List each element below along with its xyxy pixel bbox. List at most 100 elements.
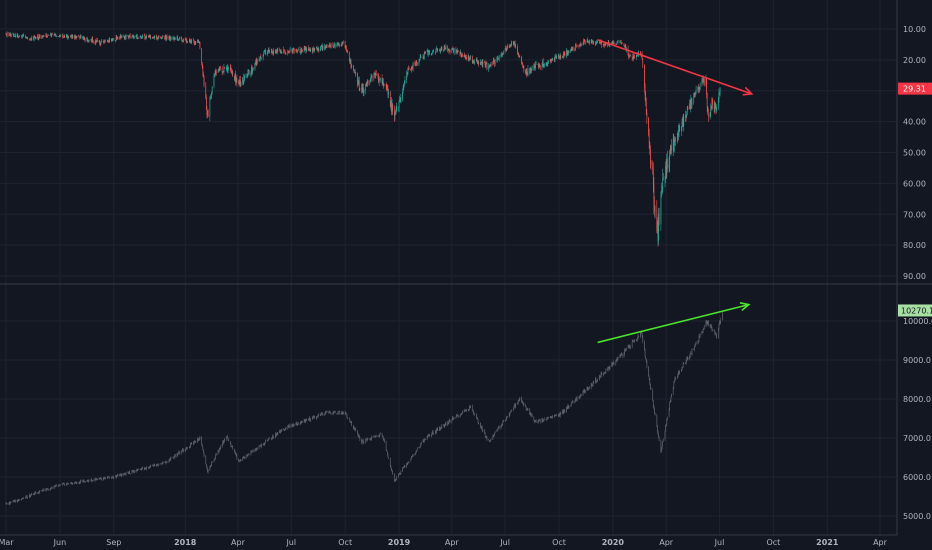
candle-body [244,75,246,76]
candle-body [381,433,383,436]
time-scale[interactable]: Mar Jun Sep 2018 Apr Jul Oct 2019 Apr Jul Oct 2020 A… [0,538,888,547]
candle-body [87,480,88,481]
candle-body [24,498,26,499]
candle-body [111,38,112,42]
candle-body [603,373,604,375]
candle-body [416,450,417,452]
candle-body [691,98,692,105]
candle-body [498,58,500,60]
candle-body [125,36,126,39]
candle-body [67,36,69,38]
candle-body [424,439,426,440]
candle-body [203,452,205,456]
candle-body [456,415,457,418]
candle-body [150,37,152,39]
trendline[interactable] [597,303,749,344]
candle-body [650,149,651,161]
candle-body [53,34,55,36]
candle-body [476,417,478,419]
candle-body [173,457,174,459]
candle-body [386,449,388,452]
candle-body [301,421,303,424]
candle-body [142,467,143,469]
y-tick-label: 6000.0 [903,473,931,482]
candle-body [617,41,618,43]
candle-body [473,412,475,415]
candle-body [619,355,621,358]
candle-body [558,414,559,417]
candle-body [329,44,330,47]
candle-body [324,414,326,415]
candle-body [410,69,412,70]
candle-body [498,56,500,60]
candle-body [12,500,14,502]
candle-body [255,62,256,64]
candle-body [518,56,520,57]
candle-body [67,35,68,38]
candle-body [84,481,85,483]
candle-body [480,426,482,429]
candle-body [184,449,186,452]
candle-body [389,92,391,105]
vix-price-scale[interactable]: 10.0020.0030.0040.0050.0060.0070.0080.00… [903,25,926,281]
candle-body [694,344,696,348]
candle-body [556,414,557,416]
index-pane[interactable] [5,311,723,506]
candle-body [68,483,70,484]
candle-body [404,79,406,84]
candle-body [563,52,565,53]
candle-body [267,440,269,441]
candle-body [308,49,310,50]
candle-body [162,36,164,38]
candle-body [86,480,88,482]
candle-body [367,80,368,84]
candle-body [506,48,508,51]
candle-body [157,38,159,40]
candle-body [391,470,393,472]
candle-body [427,50,429,55]
candle-body [139,468,141,470]
candle-body [277,432,279,435]
candle-body [23,497,24,499]
candle-body [441,46,443,51]
last-price-badge-index [898,304,932,317]
candle-body [264,442,266,444]
candle-body [669,151,671,155]
candle-body [703,329,705,330]
candle-body [101,40,102,43]
vix-pane[interactable] [5,31,721,247]
candle-body [295,49,297,51]
candle-body [284,429,286,431]
candle-body [681,369,682,372]
candle-body [599,375,600,381]
candle-body [472,410,474,412]
candle-body [718,325,720,329]
candle-body [480,62,482,64]
candle-body [56,485,57,486]
candle-body [389,458,391,466]
candle-body [322,414,324,415]
candle-body [215,72,217,74]
candle-body [288,426,290,428]
candle-body [698,87,700,90]
candle-body [522,65,524,67]
candle-body [551,416,553,418]
candle-body [609,44,610,46]
trendline[interactable] [597,39,752,95]
candle-body [699,87,700,89]
trendline-annotations[interactable] [597,39,754,344]
x-tick-label: Apr [873,538,888,547]
candle-body [623,43,625,47]
candle-body [347,50,348,52]
candle-body [600,41,601,44]
candle-body [139,36,141,39]
candle-body [505,47,507,51]
candle-body [568,51,569,54]
candle-body [235,74,236,83]
candle-body [611,363,613,367]
candle-body [431,52,433,54]
candle-body [317,48,318,51]
candle-body [665,424,667,426]
